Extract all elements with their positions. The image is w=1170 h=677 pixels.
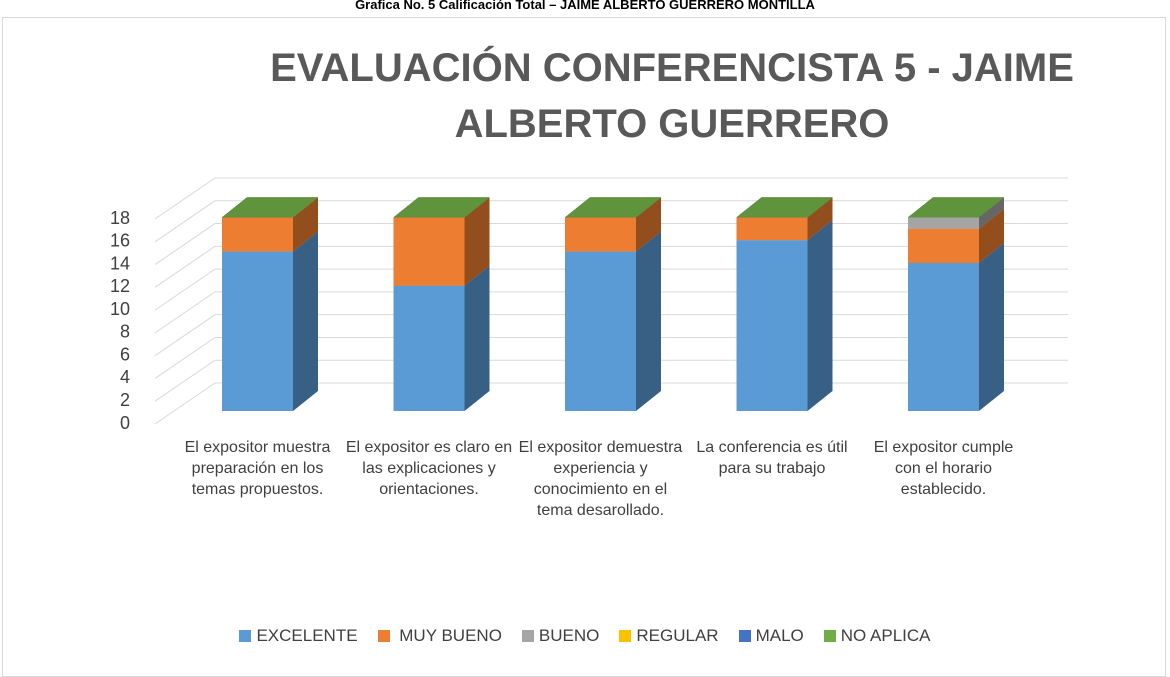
bar-segment [736, 197, 833, 218]
legend-item: MUY BUENO [377, 626, 502, 646]
bar-face [979, 242, 1004, 411]
grid-line [154, 177, 1068, 220]
x-tick-label: El expositor es claro en las explicacion… [345, 439, 513, 498]
y-tick-label: 18 [110, 208, 130, 228]
bar-face [908, 197, 1004, 218]
y-tick-label: 4 [120, 367, 130, 387]
y-tick-label: 16 [110, 231, 130, 251]
legend-swatch [738, 630, 751, 642]
legend-item: REGULAR [619, 626, 719, 646]
y-tick-label: 2 [120, 390, 130, 410]
y-tick-label: 14 [110, 253, 130, 273]
bar-segment [222, 231, 318, 411]
bar-face [222, 197, 318, 218]
bar-face [293, 197, 318, 252]
bar-face [807, 220, 833, 411]
bar-face [736, 197, 833, 218]
bar-face [393, 197, 490, 218]
bar-face [636, 197, 661, 252]
x-tick-label: El expositor demuestra experiencia y con… [518, 439, 683, 519]
bar-face [736, 240, 808, 411]
chart-title: EVALUACIÓN CONFERENCISTA 5 - JAIME ALBER… [270, 46, 1074, 146]
legend-label: EXCELENTE [256, 626, 358, 645]
legend-item: NO APLICA [823, 626, 931, 646]
bar-segment [908, 197, 1004, 218]
bar-segment [565, 231, 661, 411]
bar-face [464, 265, 490, 411]
y-tick-label: 6 [120, 344, 130, 364]
bar-face [393, 285, 465, 411]
y-tick-label: 10 [110, 299, 130, 319]
x-tick-label: El expositor muestra preparación en los … [184, 439, 331, 498]
bar-face [293, 231, 318, 411]
bar-segment [736, 220, 833, 411]
bar-segment [393, 197, 490, 218]
legend-swatch [823, 630, 836, 642]
legend-label: BUENO [538, 626, 600, 645]
x-tick-label: El expositor cumple con el horario estab… [873, 439, 1014, 498]
y-tick-label: 8 [120, 322, 130, 342]
legend-label: MALO [755, 626, 804, 645]
bar-face [565, 251, 636, 411]
bar-face [636, 231, 661, 411]
bar-face [908, 217, 979, 229]
bar-face [736, 217, 808, 241]
bar-face [222, 217, 293, 252]
legend-item: MALO [738, 626, 804, 646]
bar-segment [908, 242, 1004, 411]
bar-segment [393, 265, 490, 411]
caption: Grafica No. 5 Calificación Total – JAIME… [355, 0, 815, 12]
bar-face [908, 262, 979, 411]
bar-face [979, 208, 1004, 263]
bar-face [464, 197, 490, 286]
legend-swatch [521, 630, 534, 642]
legend-item: EXCELENTE [239, 626, 358, 646]
y-tick-label: 0 [120, 413, 130, 433]
bar-face [908, 228, 979, 263]
legend-label: NO APLICA [840, 626, 931, 645]
x-tick-label: La conferencia es útil para su trabajo [696, 439, 848, 477]
legend-swatch [619, 630, 632, 642]
bar-face [565, 197, 661, 218]
bar-face [807, 197, 833, 241]
legend-swatch [239, 630, 252, 642]
y-tick-label: 12 [110, 276, 130, 296]
legend-item: BUENO [521, 626, 600, 646]
legend-label: REGULAR [636, 626, 719, 645]
bar-face [222, 251, 293, 411]
bar-face [393, 217, 465, 286]
bar-segment [565, 197, 661, 218]
bar-face [565, 217, 636, 252]
legend-label: MUY BUENO [394, 626, 502, 645]
bar-segment [222, 197, 318, 218]
legend-swatch [377, 630, 390, 642]
legend: EXCELENTE MUY BUENO BUENO REGULAR MALO NO AP… [0, 626, 1170, 646]
bar-face [979, 197, 1004, 229]
